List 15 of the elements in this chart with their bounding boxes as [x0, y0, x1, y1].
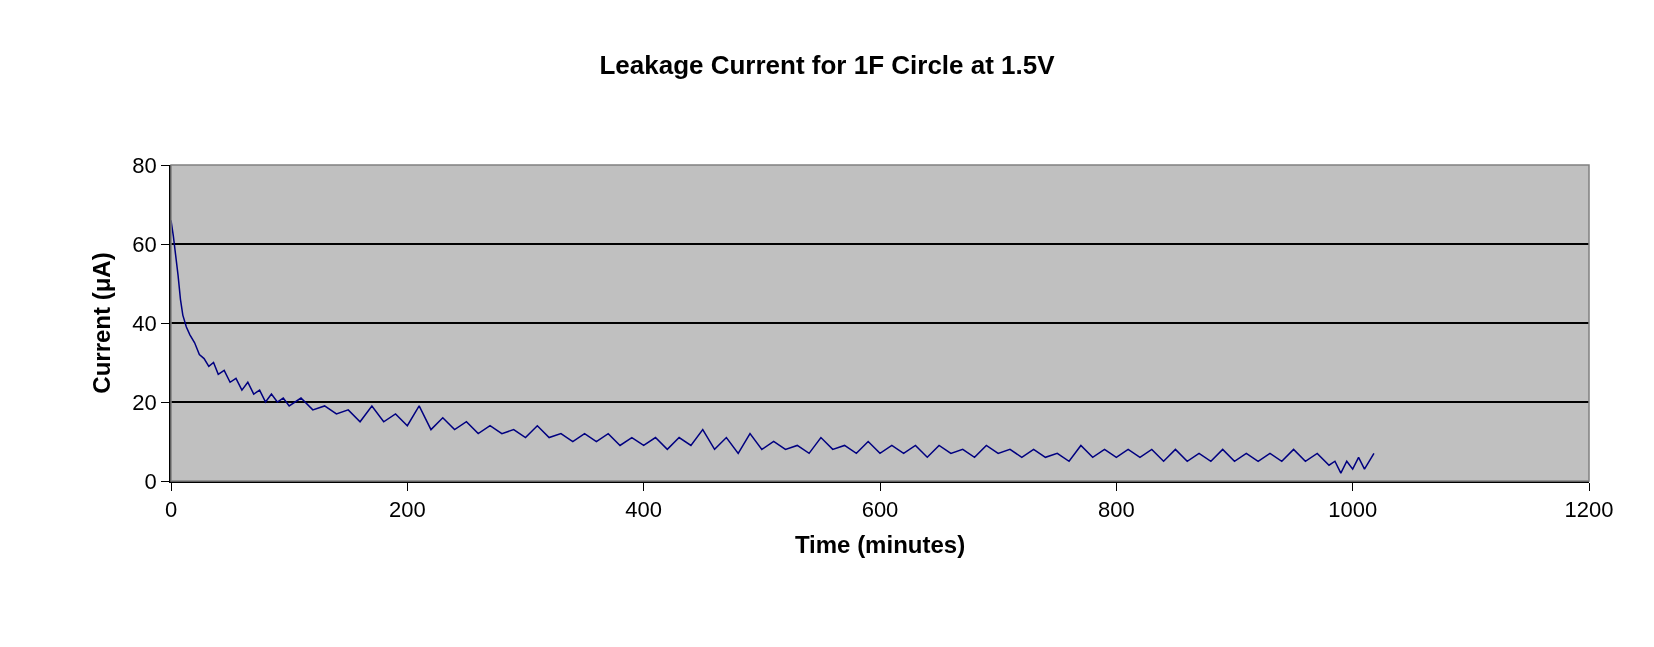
- x-tick-label: 600: [861, 497, 899, 523]
- x-tick-label: 1000: [1328, 497, 1378, 523]
- y-tick-label: 20: [132, 389, 157, 415]
- x-tick-label: 0: [164, 497, 178, 523]
- x-axis-title: Time (minutes): [794, 530, 966, 558]
- x-tick-label: 200: [388, 497, 426, 523]
- y-axis-title: Current (μA): [87, 252, 115, 394]
- chart-title: Leakage Current for 1F Circle at 1.5V: [599, 49, 1056, 80]
- x-tick-label: 400: [625, 497, 663, 523]
- x-tick-label: 1200: [1564, 497, 1614, 523]
- y-tick-label: 60: [132, 231, 157, 257]
- y-tick-label: 0: [144, 468, 157, 494]
- y-tick-label: 40: [132, 310, 157, 336]
- y-tick-label: 80: [132, 152, 157, 178]
- x-tick-label: 800: [1097, 497, 1135, 523]
